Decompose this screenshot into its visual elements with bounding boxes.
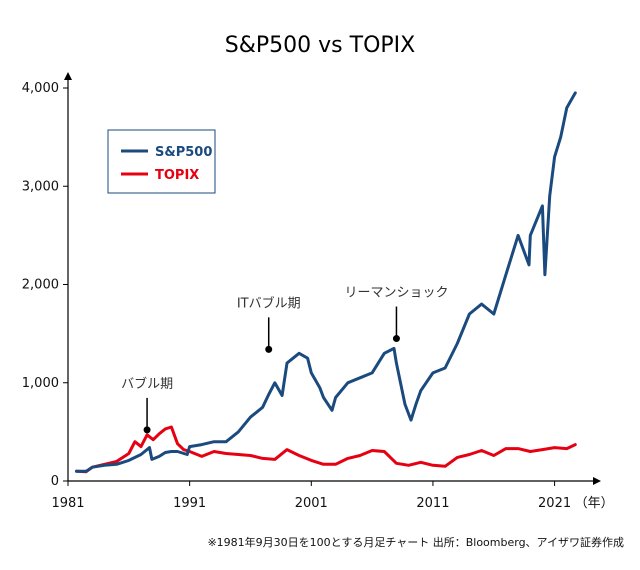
x-tick-label: 1991: [173, 496, 206, 511]
x-tick-label: 2001: [295, 496, 328, 511]
footnote: ※1981年9月30日を100とする月足チャート 出所：Bloomberg、アイ…: [207, 535, 624, 549]
axes: 0 1,000 2,000 3,000 4,000 1981 1991 2001 2011 202…: [22, 72, 614, 511]
annotation-label: バブル期: [121, 376, 173, 392]
annotation-label: ITバブル期: [237, 295, 301, 311]
y-tick-label: 0: [51, 474, 59, 489]
chart-title: S&P500 vs TOPIX: [225, 33, 415, 58]
series-layer: [75, 91, 577, 474]
x-tick-label: 2011: [416, 496, 449, 511]
series-line-sp500: [75, 91, 577, 473]
x-tick-label: 1981: [51, 496, 84, 511]
legend-label-sp500: S&P500: [155, 145, 212, 160]
annotation-dot: [265, 345, 273, 353]
annotation-dot: [143, 426, 151, 434]
y-tick-label: 3,000: [22, 179, 59, 194]
annotation-dot: [392, 335, 400, 343]
annotation-label: リーマンショック: [344, 286, 448, 301]
x-tick-label: 2021: [538, 496, 571, 511]
series-line-topix: [75, 425, 577, 474]
y-tick-label: 2,000: [22, 278, 59, 293]
legend-box: [107, 129, 216, 194]
x-axis-arrow-icon: [593, 477, 601, 485]
y-tick-label: 4,000: [22, 81, 59, 96]
y-axis-arrow-icon: [64, 72, 72, 80]
legend-label-topix: TOPIX: [155, 168, 199, 183]
legend: S&P500 TOPIX: [107, 129, 216, 194]
annotations-layer: バブル期 ITバブル期 リーマンショック: [121, 286, 448, 434]
y-tick-label: 1,000: [22, 376, 59, 391]
x-axis-unit: （年）: [575, 496, 614, 511]
